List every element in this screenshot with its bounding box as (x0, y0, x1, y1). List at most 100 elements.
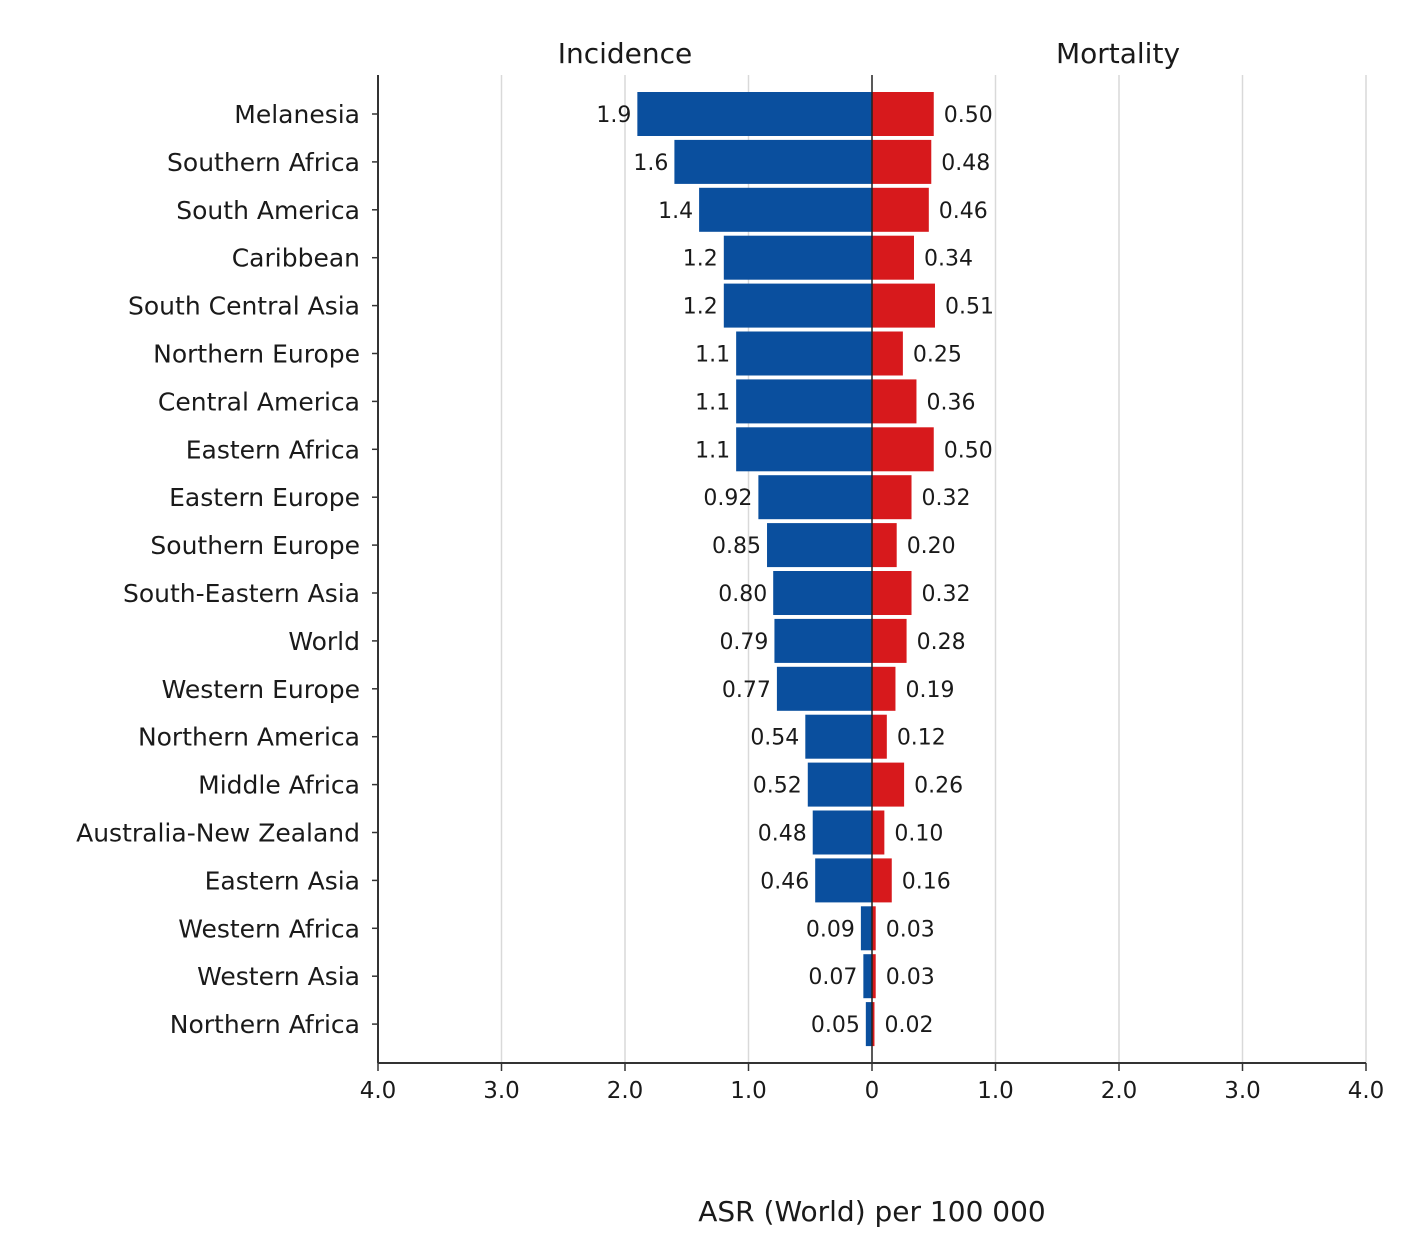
mortality-bar-1 (872, 139, 932, 184)
mortality-value-label-18: 0.03 (886, 965, 935, 990)
category-label-7: Eastern Africa (186, 435, 360, 464)
incidence-bar-7 (736, 427, 872, 472)
x-tick-label-3: 1.0 (730, 1078, 767, 1104)
incidence-value-label-5: 1.1 (695, 343, 730, 368)
category-label-16: Eastern Asia (205, 866, 360, 895)
category-label-12: Western Europe (162, 675, 360, 704)
mortality-bar-18 (872, 954, 876, 999)
category-label-14: Middle Africa (198, 771, 360, 800)
mortality-bar-9 (872, 523, 897, 568)
mortality-value-label-1: 0.48 (941, 151, 990, 176)
incidence-value-label-7: 1.1 (695, 438, 730, 463)
incidence-bar-14 (807, 762, 872, 807)
incidence-bar-0 (637, 92, 872, 136)
category-label-13: Northern America (138, 723, 360, 752)
category-label-11: World (288, 627, 360, 656)
x-tick-label-0: 4.0 (360, 1078, 397, 1104)
category-label-5: Northern Europe (153, 340, 360, 369)
category-label-8: Eastern Europe (169, 483, 360, 512)
mortality-value-label-15: 0.10 (894, 822, 943, 847)
incidence-bar-17 (860, 906, 872, 951)
mortality-value-label-19: 0.02 (884, 1013, 933, 1038)
incidence-bar-12 (776, 666, 872, 711)
incidence-value-label-3: 1.2 (683, 247, 718, 272)
incidence-bar-15 (812, 810, 872, 855)
grid-layer (500, 75, 1367, 1063)
incidence-value-label-0: 1.9 (596, 103, 631, 128)
mortality-value-label-9: 0.20 (907, 534, 956, 559)
incidence-bar-4 (723, 283, 872, 328)
mortality-bar-19 (872, 1002, 875, 1047)
mortality-value-label-6: 0.36 (926, 390, 975, 415)
x-axis-title: ASR (World) per 100 000 (698, 1195, 1045, 1228)
category-label-9: Southern Europe (150, 531, 360, 560)
incidence-bar-5 (736, 331, 872, 376)
mortality-value-label-7: 0.50 (944, 438, 993, 463)
incidence-value-label-9: 0.85 (712, 534, 761, 559)
incidence-bar-1 (674, 139, 872, 184)
category-label-17: Western Africa (178, 914, 360, 943)
incidence-value-label-13: 0.54 (750, 726, 799, 751)
incidence-value-label-16: 0.46 (760, 869, 809, 894)
mortality-panel-title: Mortality (1056, 37, 1180, 70)
incidence-value-label-18: 0.07 (808, 965, 857, 990)
mortality-value-label-3: 0.34 (924, 247, 973, 272)
mortality-bar-12 (872, 666, 896, 711)
mortality-value-label-12: 0.19 (905, 678, 954, 703)
mortality-value-label-5: 0.25 (913, 343, 962, 368)
mortality-value-label-8: 0.32 (922, 486, 971, 511)
category-label-1: Southern Africa (167, 148, 360, 177)
incidence-value-label-6: 1.1 (695, 390, 730, 415)
mortality-bar-14 (872, 762, 905, 807)
category-label-2: South America (176, 196, 360, 225)
bars-layer (637, 92, 935, 1047)
incidence-value-label-1: 1.6 (633, 151, 668, 176)
mortality-bar-11 (872, 618, 907, 663)
category-label-4: South Central Asia (128, 292, 360, 321)
category-label-3: Caribbean (232, 244, 360, 273)
incidence-bar-19 (865, 1002, 872, 1047)
category-label-19: Northern Africa (170, 1010, 360, 1039)
incidence-value-label-15: 0.48 (758, 822, 807, 847)
category-label-0: Melanesia (234, 100, 360, 129)
mortality-value-label-2: 0.46 (939, 199, 988, 224)
incidence-bar-16 (815, 858, 872, 903)
category-label-18: Western Asia (197, 962, 360, 991)
mortality-bar-13 (872, 714, 887, 759)
mortality-value-label-14: 0.26 (914, 774, 963, 799)
mortality-value-label-13: 0.12 (897, 726, 946, 751)
mortality-bar-2 (872, 187, 929, 232)
x-tick-label-6: 2.0 (1101, 1078, 1138, 1104)
incidence-value-label-10: 0.80 (718, 582, 767, 607)
x-tick-label-1: 3.0 (483, 1078, 520, 1104)
x-tick-label-5: 1.0 (977, 1078, 1014, 1104)
x-tick-label-8: 4.0 (1348, 1078, 1385, 1104)
incidence-bar-3 (723, 235, 872, 280)
incidence-value-label-14: 0.52 (753, 774, 802, 799)
incidence-value-label-11: 0.79 (719, 630, 768, 655)
mortality-bar-4 (872, 283, 935, 328)
incidence-bar-2 (699, 187, 872, 232)
incidence-bar-6 (736, 379, 872, 424)
mortality-bar-15 (872, 810, 885, 855)
incidence-value-label-19: 0.05 (811, 1013, 860, 1038)
mortality-value-label-11: 0.28 (917, 630, 966, 655)
incidence-bar-18 (863, 954, 872, 999)
incidence-value-label-17: 0.09 (806, 917, 855, 942)
incidence-value-label-8: 0.92 (703, 486, 752, 511)
incidence-bar-9 (767, 523, 872, 568)
mortality-value-label-0: 0.50 (944, 103, 993, 128)
incidence-bar-8 (758, 475, 872, 520)
mortality-bar-7 (872, 427, 934, 472)
incidence-bar-11 (774, 618, 872, 663)
x-tick-label-4: 0 (865, 1078, 880, 1104)
x-tick-label-7: 3.0 (1224, 1078, 1261, 1104)
category-label-15: Australia-New Zealand (76, 819, 360, 848)
category-label-10: South-Eastern Asia (123, 579, 360, 608)
mortality-bar-5 (872, 331, 903, 376)
x-tick-label-2: 2.0 (607, 1078, 644, 1104)
mortality-bar-8 (872, 475, 912, 520)
mortality-bar-3 (872, 235, 914, 280)
